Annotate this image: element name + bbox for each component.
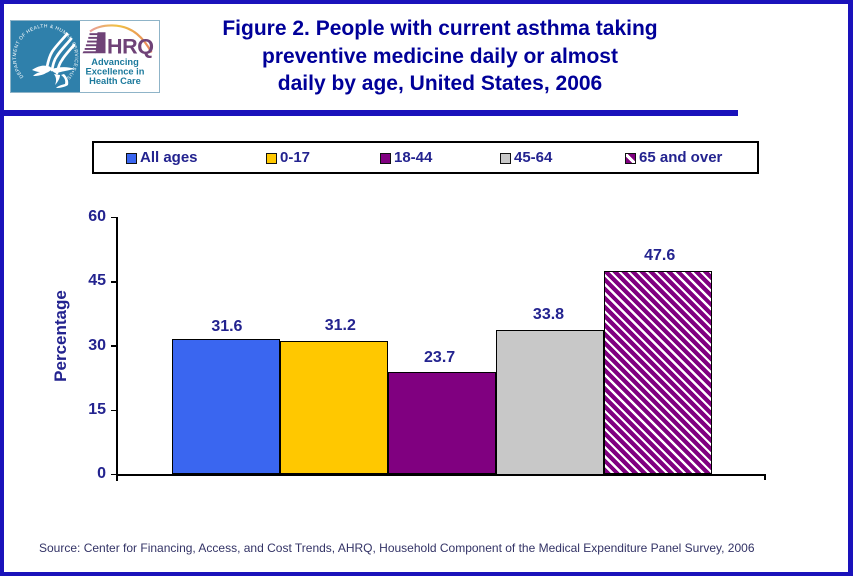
svg-text:Advancing: Advancing <box>91 57 139 67</box>
svg-text:Excellence in: Excellence in <box>86 67 145 77</box>
svg-text:Health Care: Health Care <box>89 76 141 86</box>
svg-text:HRQ: HRQ <box>107 34 154 58</box>
